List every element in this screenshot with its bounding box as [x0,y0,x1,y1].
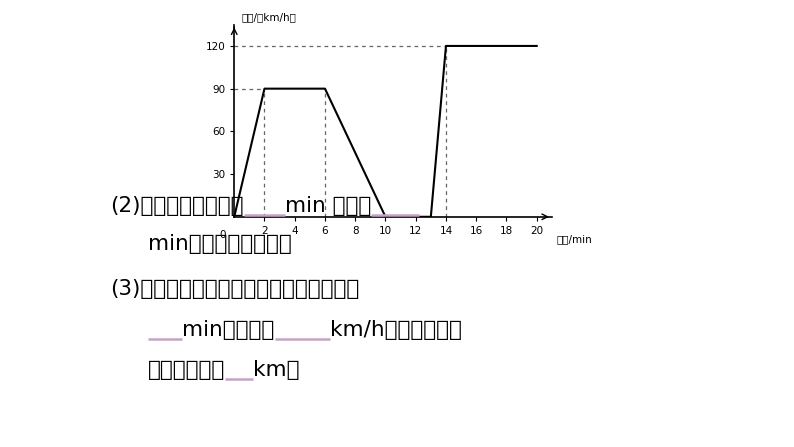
Text: km/h，在这段时间: km/h，在这段时间 [330,320,461,340]
Text: min，速度是: min，速度是 [183,320,275,340]
Text: min，然后继续行驶；: min，然后继续行驶； [148,234,291,254]
Text: (2)这辆汽车在行驶了: (2)这辆汽车在行驶了 [110,196,244,216]
Text: 0: 0 [219,230,225,240]
Text: 内，它行驶了: 内，它行驶了 [148,360,225,380]
Text: 速度/（km/h）: 速度/（km/h） [242,12,297,22]
Text: 时间/min: 时间/min [557,234,592,244]
Text: min 后停了: min 后停了 [285,196,371,216]
Text: km。: km。 [252,360,299,380]
Text: (3)这辆汽车在第一次匀速行驶时共行驶了: (3)这辆汽车在第一次匀速行驶时共行驶了 [110,279,359,299]
